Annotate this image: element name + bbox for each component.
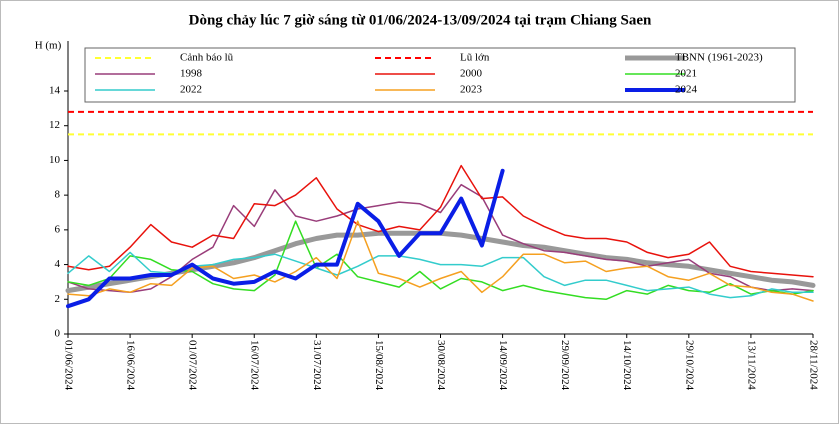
series-line <box>66 168 505 309</box>
series-line <box>67 220 814 302</box>
legend-label: TBNN (1961-2023) <box>675 52 763 64</box>
y-axis-label: H (m) <box>35 40 62 52</box>
x-tick-label: 14/09/2024 <box>497 340 509 391</box>
chart-title: Dòng chảy lúc 7 giờ sáng từ 01/06/2024-1… <box>189 12 652 28</box>
series-line <box>67 220 814 301</box>
series-line <box>67 183 814 294</box>
x-tick-label: 28/11/2024 <box>807 340 819 390</box>
x-tick-label: 30/08/2024 <box>435 340 447 391</box>
y-tick-label: 10 <box>49 154 61 166</box>
x-tick-label: 29/10/2024 <box>683 340 695 391</box>
y-tick-label: 4 <box>55 258 61 270</box>
x-tick-label: 13/11/2024 <box>745 340 757 390</box>
legend-label: 2024 <box>675 84 698 96</box>
legend-label: 2023 <box>460 84 483 96</box>
y-tick-label: 14 <box>49 85 61 97</box>
legend-label: Lũ lớn <box>460 52 490 64</box>
x-tick-label: 16/07/2024 <box>249 340 261 391</box>
legend-label: Cảnh báo lũ <box>180 52 234 64</box>
y-tick-label: 8 <box>55 189 61 201</box>
y-tick-label: 12 <box>49 119 60 131</box>
x-tick-label: 15/08/2024 <box>373 340 385 391</box>
x-tick-label: 01/06/2024 <box>62 340 74 391</box>
x-tick-label: 01/07/2024 <box>187 340 199 391</box>
legend-label: 2021 <box>675 68 697 80</box>
series-line <box>67 164 814 278</box>
legend-label: 1998 <box>180 68 203 80</box>
y-tick-label: 6 <box>55 223 61 235</box>
y-tick-label: 2 <box>55 293 61 305</box>
x-tick-label: 16/06/2024 <box>125 340 137 391</box>
legend-label: 2022 <box>180 84 202 96</box>
legend-label: 2000 <box>460 68 483 80</box>
x-tick-label: 14/10/2024 <box>621 340 633 391</box>
x-tick-label: 31/07/2024 <box>311 340 323 391</box>
x-tick-label: 29/09/2024 <box>559 340 571 391</box>
y-tick-label: 0 <box>55 328 61 340</box>
